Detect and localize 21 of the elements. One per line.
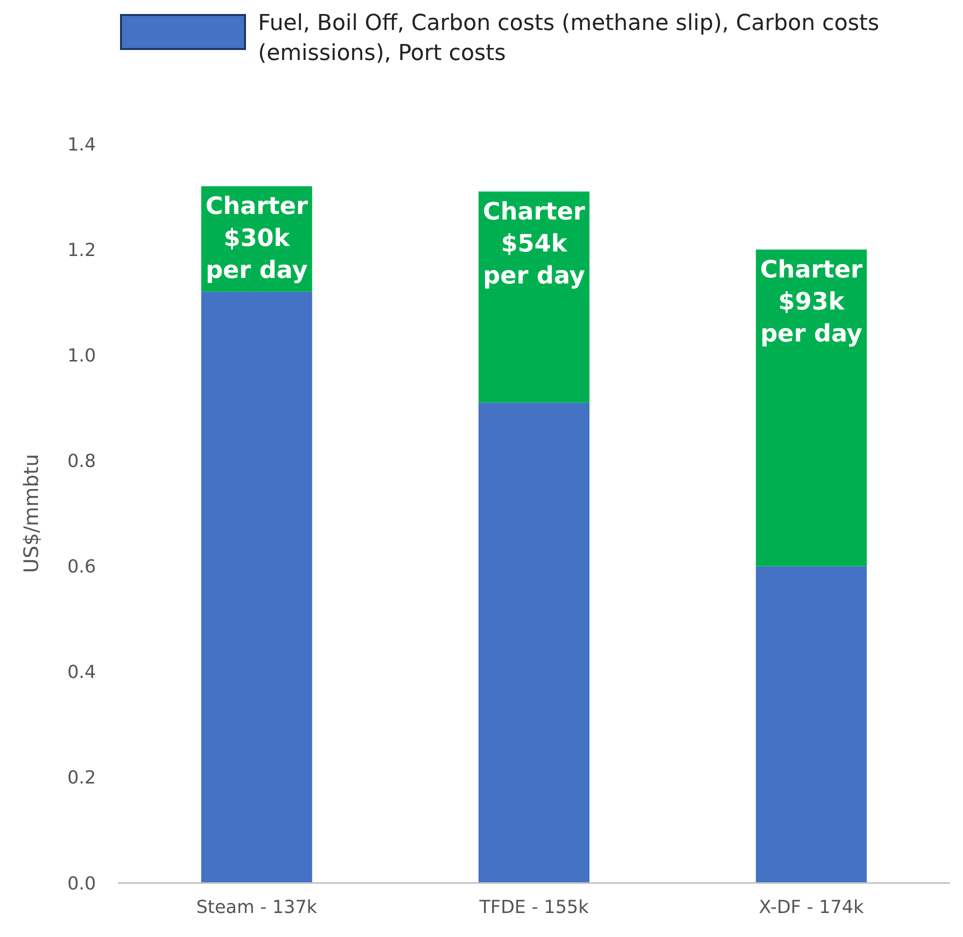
- x-tick-label: TFDE - 155k: [478, 897, 590, 918]
- y-tick-label: 1.0: [67, 345, 96, 366]
- bar: [201, 292, 312, 883]
- bar: [756, 566, 867, 883]
- data-label: Charter $54k per day: [482, 198, 586, 290]
- data-label: Charter $30k per day: [206, 192, 308, 284]
- x-tick-label: X-DF - 174k: [758, 897, 864, 918]
- y-tick-label: 1.4: [67, 134, 96, 156]
- bar: [478, 192, 590, 403]
- bar: [478, 402, 590, 883]
- y-tick-label: 0.0: [67, 873, 96, 894]
- y-axis-title: US$/mmbtu: [19, 454, 43, 573]
- y-tick-label: 0.2: [67, 768, 96, 789]
- bar: [756, 250, 867, 566]
- text: Fuel, Boil Off, Carbon costs (methane slip), Carbon costs (emissions), Port costs: [258, 11, 880, 66]
- data-label: Charter $93k per day: [760, 256, 863, 348]
- y-tick-label: 1.2: [67, 240, 96, 261]
- x-tick-label: Steam - 137k: [196, 897, 318, 918]
- y-tick-label: 0.6: [67, 556, 96, 578]
- y-tick-label: 0.4: [67, 662, 96, 684]
- y-tick-label: 0.8: [67, 451, 96, 472]
